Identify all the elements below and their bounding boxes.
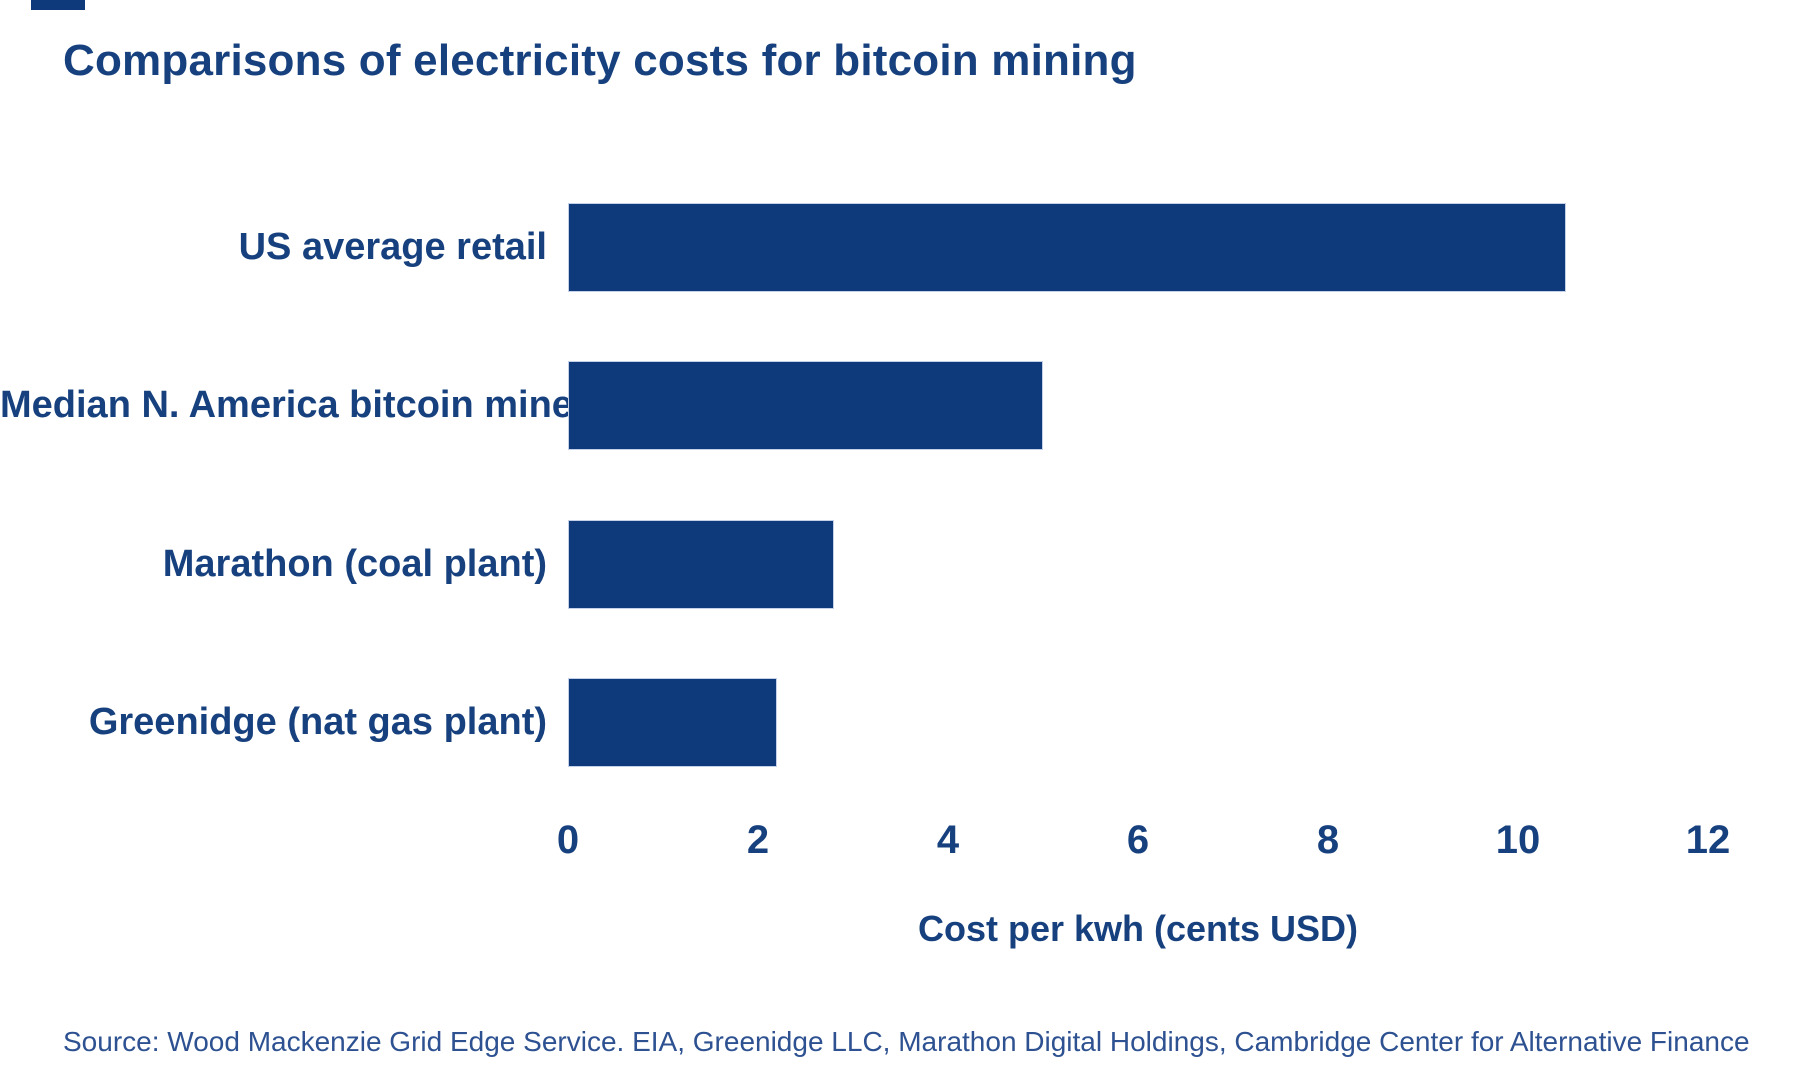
bar	[568, 361, 1043, 450]
x-axis-tick: 8	[1316, 818, 1340, 862]
category-label: Marathon (coal plant)	[162, 543, 547, 585]
x-axis-tick: 10	[1495, 818, 1541, 862]
bar	[568, 678, 777, 767]
category-label: US average retail	[238, 226, 547, 268]
category-label: Median N. America bitcoin mine	[0, 384, 573, 426]
category-label: Greenidge (nat gas plant)	[88, 701, 547, 743]
bar	[568, 520, 834, 609]
x-axis-tick: 6	[1126, 818, 1150, 862]
x-axis-title: Cost per kwh (cents USD)	[917, 908, 1359, 949]
x-axis-tick: 12	[1685, 818, 1731, 862]
bar	[568, 203, 1566, 292]
x-axis-tick: 0	[556, 818, 580, 862]
source-attribution: Source: Wood Mackenzie Grid Edge Service…	[63, 1026, 1750, 1057]
chart-title: Comparisons of electricity costs for bit…	[63, 36, 1137, 85]
x-axis-tick: 2	[746, 818, 770, 862]
corner-mark	[31, 0, 85, 10]
x-axis-tick: 4	[936, 818, 960, 862]
